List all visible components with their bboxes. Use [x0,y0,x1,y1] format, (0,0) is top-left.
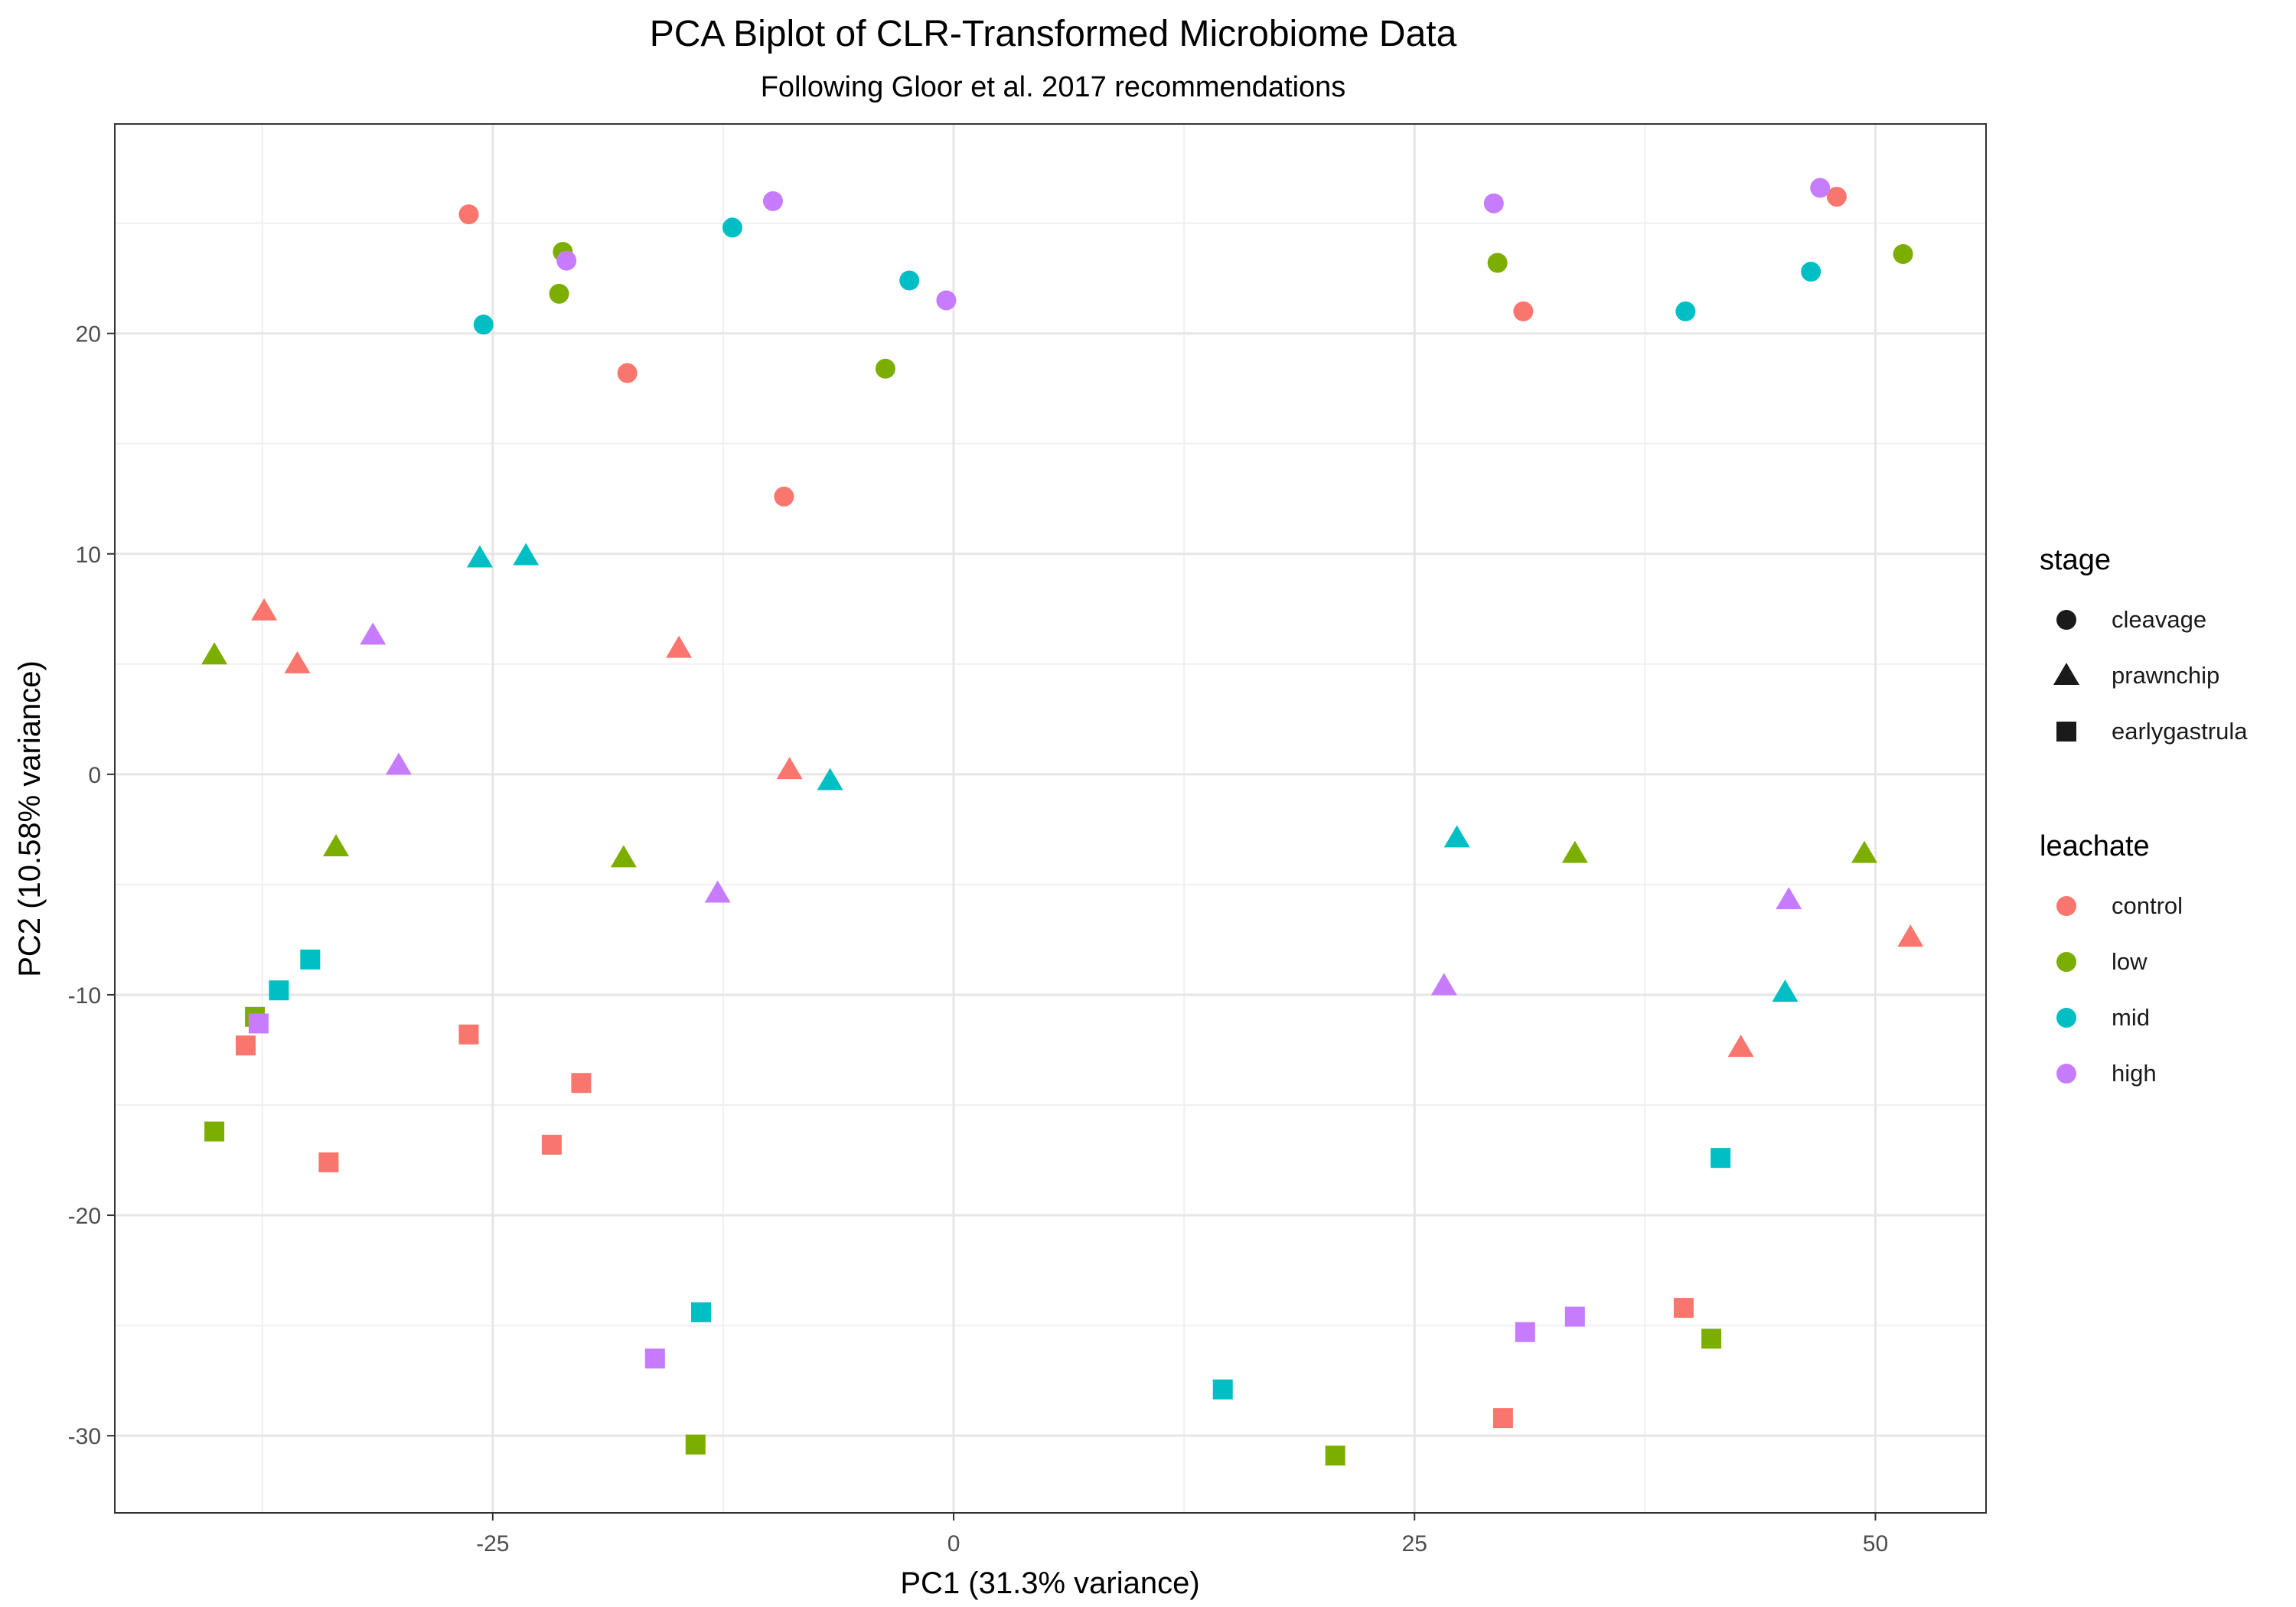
point-prawnchip-high [1776,887,1802,910]
x-tick-label: 50 [1863,1531,1888,1556]
point-cleavage-control [1826,187,1847,207]
point-cleavage-control [458,204,479,225]
point-prawnchip-mid [1772,980,1799,1002]
point-earlygastrula-mid [1711,1148,1731,1169]
point-earlygastrula-control [1492,1408,1513,1429]
legend-stage-label-cleavage: cleavage [2112,606,2206,633]
point-cleavage-low [875,358,895,379]
point-prawnchip-control [251,598,278,621]
legend-stage-label-earlygastrula: earlygastrula [2112,718,2248,745]
legend-leachate-label-control: control [2112,892,2183,919]
point-earlygastrula-high [248,1013,269,1034]
point-earlygastrula-mid [300,949,321,970]
plot-border [114,123,1987,1514]
legend-key-low [2056,952,2076,972]
point-prawnchip-high [360,622,386,645]
x-tick-label: -25 [476,1531,509,1556]
chart-title: PCA Biplot of CLR-Transformed Microbiome… [650,14,1457,54]
point-prawnchip-low [201,642,228,665]
point-earlygastrula-low [204,1121,225,1142]
point-prawnchip-control [666,635,693,658]
point-earlygastrula-control [541,1134,562,1155]
x-tick-label: 25 [1402,1531,1427,1556]
y-tick-label: -10 [68,983,101,1009]
point-prawnchip-mid [817,768,843,790]
point-cleavage-mid [1801,262,1821,282]
y-tick-label: -30 [68,1424,101,1449]
point-earlygastrula-high [1515,1322,1535,1342]
point-cleavage-control [774,486,794,507]
point-prawnchip-control [284,650,311,673]
legend-key-prawnchip [2053,663,2079,685]
point-earlygastrula-mid [691,1302,712,1322]
point-cleavage-high [556,250,577,271]
point-earlygastrula-control [571,1073,592,1094]
x-tick-label: 0 [947,1531,960,1556]
legend-stage-title: stage [2040,544,2111,576]
legend-leachate-label-high: high [2112,1060,2157,1087]
chart-subtitle: Following Gloor et al. 2017 recommendati… [761,71,1346,103]
point-cleavage-mid [899,270,920,291]
point-earlygastrula-high [644,1348,665,1369]
point-prawnchip-low [323,833,350,856]
point-prawnchip-mid [513,543,540,566]
data-points [201,178,1924,1466]
point-earlygastrula-low [685,1434,706,1455]
point-earlygastrula-high [1564,1306,1585,1327]
y-tick-label: 10 [76,543,101,568]
legend-leachate-label-mid: mid [2112,1004,2150,1031]
point-prawnchip-low [610,845,637,868]
point-cleavage-low [1893,243,1913,264]
y-tick-label: 20 [76,322,101,347]
point-cleavage-high [1810,178,1831,198]
point-earlygastrula-low [1701,1328,1722,1349]
point-earlygastrula-control [458,1024,479,1045]
axis-ticks: -25 0 25 50 -30 -20 -10 0 10 20 [68,322,1889,1556]
point-cleavage-control [617,363,638,383]
x-axis-title: PC1 (31.3% variance) [900,1566,1199,1600]
y-tick-label: -20 [68,1204,101,1229]
point-cleavage-mid [1675,301,1696,321]
point-prawnchip-control [1727,1035,1754,1058]
point-earlygastrula-control [318,1152,339,1172]
legend-leachate-title: leachate [2040,830,2150,862]
point-prawnchip-control [776,757,803,780]
plot-panel [115,124,1986,1513]
point-cleavage-low [1487,253,1508,273]
legend-leachate: leachate control low mid high [2040,830,2183,1087]
point-cleavage-mid [473,315,494,335]
legend-key-control [2056,896,2076,916]
point-cleavage-mid [722,217,742,238]
point-prawnchip-low [1561,840,1588,863]
point-prawnchip-high [1430,973,1457,996]
y-tick-label: 0 [88,763,101,788]
legend-stage-label-prawnchip: prawnchip [2112,662,2219,689]
point-cleavage-high [762,191,783,211]
point-prawnchip-high [385,752,412,775]
legend-leachate-label-low: low [2112,948,2148,975]
point-prawnchip-high [704,880,731,903]
point-earlygastrula-mid [1212,1379,1233,1400]
point-earlygastrula-mid [269,980,289,1001]
point-earlygastrula-control [1673,1298,1694,1319]
point-cleavage-high [1483,193,1504,214]
legend-key-mid [2056,1008,2076,1028]
point-earlygastrula-low [1325,1446,1345,1466]
point-cleavage-control [1513,301,1534,321]
grid-lines [115,124,1986,1513]
legend-key-earlygastrula [2056,722,2076,742]
point-prawnchip-control [1897,924,1924,947]
point-cleavage-high [936,290,957,311]
legend-key-cleavage [2056,610,2076,630]
point-earlygastrula-control [236,1035,256,1056]
point-prawnchip-mid [466,545,493,568]
point-cleavage-low [549,283,569,304]
y-axis-title: PC2 (10.58% variance) [13,660,47,977]
point-prawnchip-mid [1443,825,1470,848]
point-prawnchip-low [1851,840,1878,863]
legend-key-high [2056,1064,2076,1084]
legend-stage: stage cleavage prawnchip earlygastrula [2040,544,2248,745]
